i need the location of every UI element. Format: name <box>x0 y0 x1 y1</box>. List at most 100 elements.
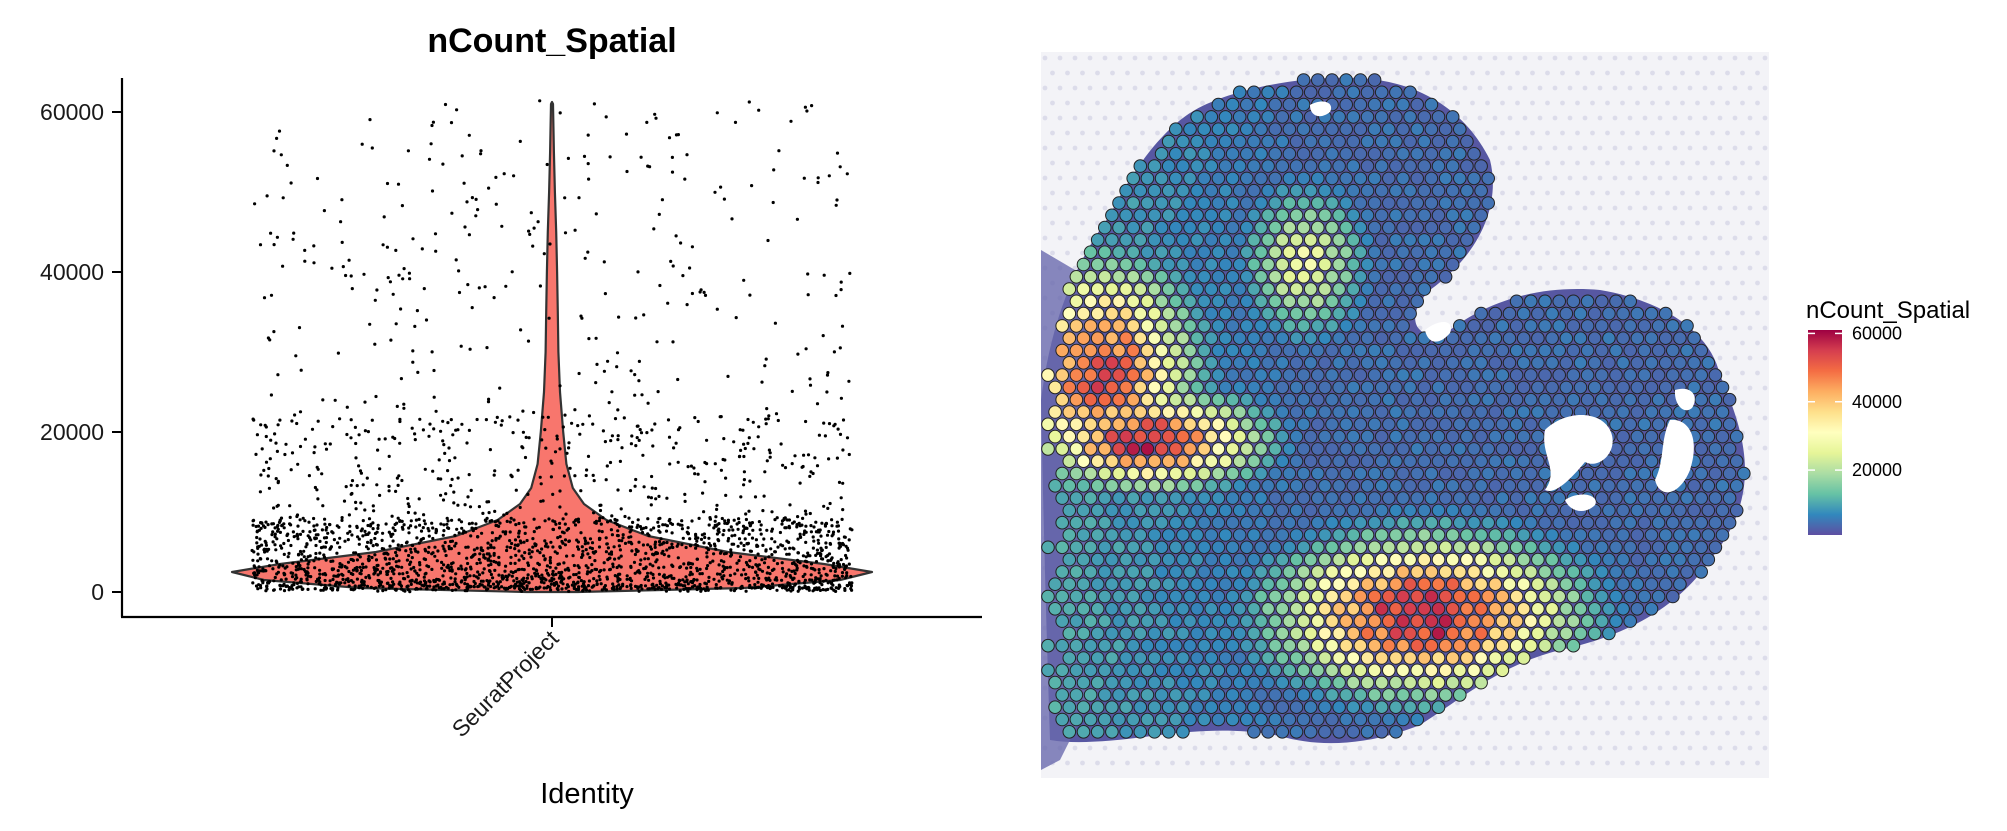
data-point <box>766 565 771 570</box>
data-point <box>651 582 655 586</box>
fiducial-dot <box>1695 70 1700 76</box>
data-point <box>768 451 772 455</box>
data-point <box>315 488 319 492</box>
data-point <box>497 586 501 591</box>
data-point <box>564 586 568 590</box>
data-point <box>688 587 692 591</box>
fiducial-dot <box>1297 745 1303 751</box>
data-point <box>605 464 609 468</box>
fiducial-dot <box>1680 730 1685 736</box>
data-point <box>573 408 577 412</box>
data-point <box>453 533 457 538</box>
data-point <box>730 581 734 585</box>
data-point <box>439 522 443 526</box>
data-point <box>558 505 562 509</box>
data-point <box>719 559 724 563</box>
data-point <box>634 316 638 320</box>
fiducial-dot <box>1627 145 1633 151</box>
data-point <box>742 543 746 548</box>
data-point <box>643 577 647 582</box>
data-point <box>368 322 372 326</box>
data-point <box>610 390 614 394</box>
fiducial-dot <box>1762 235 1768 241</box>
data-point <box>813 586 817 591</box>
data-point <box>383 551 387 556</box>
data-point <box>314 551 318 556</box>
data-point <box>766 417 770 421</box>
fiducial-dot <box>1102 175 1108 181</box>
data-point <box>737 537 742 541</box>
data-point <box>393 436 397 441</box>
data-point <box>594 567 599 572</box>
fiducial-dot <box>1710 280 1715 286</box>
data-point <box>598 508 603 513</box>
fiducial-dot <box>1462 115 1468 121</box>
data-point <box>811 546 816 550</box>
data-point <box>388 557 392 561</box>
data-point <box>406 496 410 501</box>
data-point <box>476 570 480 574</box>
data-point <box>270 559 274 563</box>
data-point <box>343 565 347 569</box>
data-point <box>584 564 588 568</box>
data-point <box>431 588 435 592</box>
data-point <box>613 557 617 561</box>
fiducial-dot <box>1702 745 1708 751</box>
data-point <box>516 468 520 472</box>
fiducial-dot <box>1740 700 1745 706</box>
data-point <box>557 562 562 566</box>
fiducial-dot <box>1530 220 1535 226</box>
data-point <box>638 428 642 432</box>
fiducial-dot <box>1102 205 1108 211</box>
data-point <box>765 586 770 590</box>
data-point <box>375 288 379 292</box>
data-point <box>527 436 531 440</box>
data-point <box>765 528 769 532</box>
data-point <box>573 228 577 232</box>
data-point <box>427 534 431 538</box>
data-point <box>367 517 372 521</box>
fiducial-dot <box>1207 85 1213 91</box>
data-point <box>726 539 730 543</box>
fiducial-dot <box>1582 115 1588 121</box>
data-point <box>391 526 395 530</box>
data-point <box>298 518 302 522</box>
data-point <box>257 571 261 575</box>
data-point <box>441 419 445 423</box>
fiducial-dot <box>1057 145 1063 151</box>
data-point <box>361 519 365 523</box>
data-point <box>407 271 411 275</box>
data-point <box>747 585 752 590</box>
data-point <box>775 588 779 592</box>
data-point <box>475 417 479 422</box>
data-point <box>549 582 554 586</box>
data-point <box>291 530 295 534</box>
data-point <box>265 585 269 589</box>
fiducial-dot <box>1132 145 1138 151</box>
data-point <box>281 584 285 588</box>
data-point <box>561 425 565 429</box>
data-point <box>650 474 654 479</box>
data-point <box>420 247 424 251</box>
fiducial-dot <box>1755 580 1760 586</box>
data-point <box>608 519 613 523</box>
fiducial-dot <box>1110 130 1115 136</box>
fiducial-dot <box>1687 115 1693 121</box>
fiducial-dot <box>1702 595 1708 601</box>
data-point <box>835 574 840 578</box>
data-point <box>314 556 318 560</box>
data-point <box>751 420 755 424</box>
fiducial-dot <box>1665 220 1670 226</box>
data-point <box>752 447 756 451</box>
data-point <box>350 287 354 291</box>
data-point <box>524 579 528 584</box>
data-point <box>616 488 620 492</box>
data-point <box>665 540 669 545</box>
data-point <box>698 572 702 576</box>
fiducial-dot <box>1357 745 1363 751</box>
data-point <box>256 552 260 556</box>
fiducial-dot <box>1680 160 1685 166</box>
data-point <box>747 532 751 536</box>
data-point <box>843 587 847 591</box>
data-point <box>286 538 290 543</box>
